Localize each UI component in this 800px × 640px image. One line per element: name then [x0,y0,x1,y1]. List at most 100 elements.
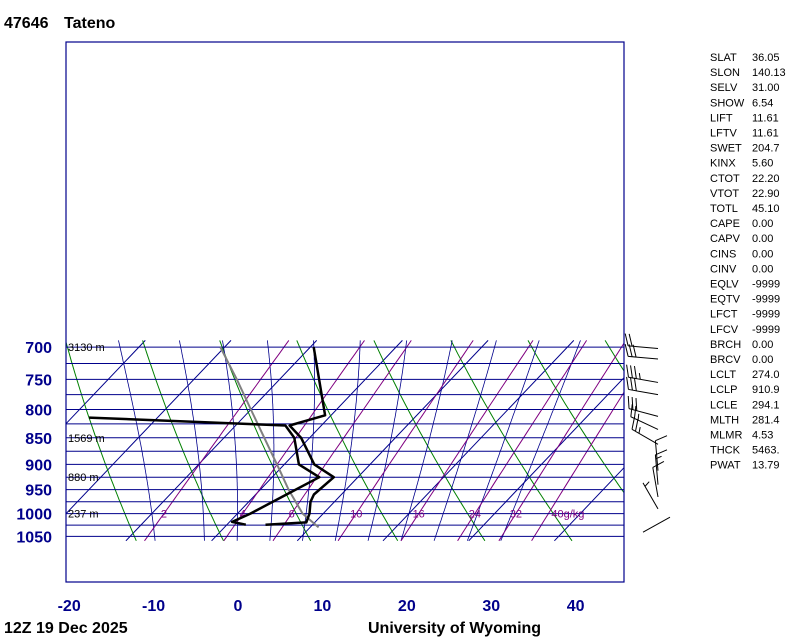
wind-barb [627,395,659,417]
wind-barb-feather [634,418,639,432]
wind-barb-staff [654,454,659,485]
wind-barb-feather [624,333,629,346]
wind-barb-feather [655,435,668,442]
wind-barb-staff [628,345,659,349]
index-name: SLAT [710,52,737,64]
station-id: 47646 [4,15,49,32]
wind-barb-staff [628,355,659,360]
isotherm-line [211,340,403,542]
wind-barb-staff [642,482,659,510]
wind-barb [624,333,659,349]
wind-barb-feather [630,404,633,417]
index-name: MLMR [710,430,742,442]
wind-barb-feather [631,416,636,430]
height-label: 1569 m [68,433,105,445]
height-label: 237 m [68,509,99,521]
temperature-tick-label: 0 [234,598,243,615]
axis-labels: 700 750 800 850 900 950 1000 1050 -20 -10 0 10 20 30 4… [16,340,584,615]
index-value: 5.60 [752,158,773,170]
index-name: LFTV [710,128,738,140]
sounding-profiles [88,346,336,529]
wind-barb [626,376,659,396]
index-value: 0.00 [752,339,773,351]
index-name: LCLE [710,399,738,411]
index-value: 294.1 [752,399,780,411]
index-name: CINV [710,263,737,275]
wind-barb-staff [631,428,659,445]
index-value: -9999 [752,294,780,306]
index-name: THCK [710,445,741,457]
index-name: LIFT [710,112,733,124]
mixing-ratio-label: 10 [350,509,362,521]
index-name: CTOT [710,173,740,185]
wind-barb-feather [626,364,629,378]
wind-barb-calm [642,516,671,533]
pressure-tick-label: 700 [25,340,52,357]
pressure-tick-label: 1000 [16,507,52,524]
isotherm-line [382,340,575,542]
index-name: LFCT [710,309,738,321]
wind-barb-staff [628,376,659,383]
isotherm-line [296,340,489,542]
isotherm-line [66,340,232,515]
index-name: BRCV [710,354,741,366]
isotherm-line [125,340,318,542]
index-value: 5463. [752,445,780,457]
temperature-tick-label: 40 [567,598,585,615]
index-value: 0.00 [752,354,773,366]
wind-barbs [624,333,671,533]
plot-frame [65,41,625,583]
index-name: PWAT [710,460,741,472]
wind-barb-feather [655,449,668,456]
index-name: SELV [710,82,738,94]
index-name: SLON [710,67,740,79]
footer-time: 12Z 19 Dec 2025 [4,620,128,637]
index-value: 31.00 [752,82,780,94]
mixing-ratio-label: 32 [510,509,522,521]
wind-barb [630,404,659,430]
index-value: 11.61 [752,112,779,124]
index-name: EQTV [710,294,741,306]
dry-adiabat-line [296,340,399,542]
mixing-ratio-label: 16 [413,509,425,521]
mixing-ratio-label: 2 [161,509,167,521]
index-value: 910.9 [752,384,780,396]
mixing-ratio-label: 24 [469,509,481,521]
index-value: 4.53 [752,430,773,442]
mixing-ratio-line [531,391,624,542]
index-value: 13.79 [752,460,780,472]
index-name: CAPE [710,218,740,230]
index-value: 204.7 [752,143,780,155]
index-name: CINS [710,248,736,260]
footer-source: University of Wyoming [368,620,541,637]
index-value: 0.00 [752,218,773,230]
index-value: -9999 [752,279,780,291]
wind-barb-feather [652,460,665,468]
index-value: 0.00 [752,248,773,260]
isotherm-line [66,340,146,425]
index-name: VTOT [710,188,739,200]
wind-barb [642,516,671,533]
plot-border [65,41,625,583]
station-name: Tateno [64,15,115,32]
index-value: 22.20 [752,173,780,185]
index-name: SHOW [710,97,745,109]
wind-barb-staff [628,388,659,396]
height-label: 3130 m [68,342,105,354]
index-value: 45.10 [752,203,780,215]
temperature-profile-line [265,346,336,526]
index-name: KINX [710,158,736,170]
isotherm-line [468,376,624,542]
index-name: SWET [710,143,742,155]
index-name: MLTH [710,414,739,426]
temperature-tick-label: -10 [142,598,165,615]
pressure-tick-label: 900 [25,457,52,474]
dewpoint-profile-line [88,416,321,526]
wind-barb-feather [630,365,633,378]
wind-barb-feather [635,398,638,411]
pressure-tick-label: 750 [25,372,52,389]
wind-barb [652,460,665,498]
wind-barb-feather [628,333,633,347]
wind-barb-staff [652,467,659,498]
mixing-ratio-label: 6 [289,509,295,521]
